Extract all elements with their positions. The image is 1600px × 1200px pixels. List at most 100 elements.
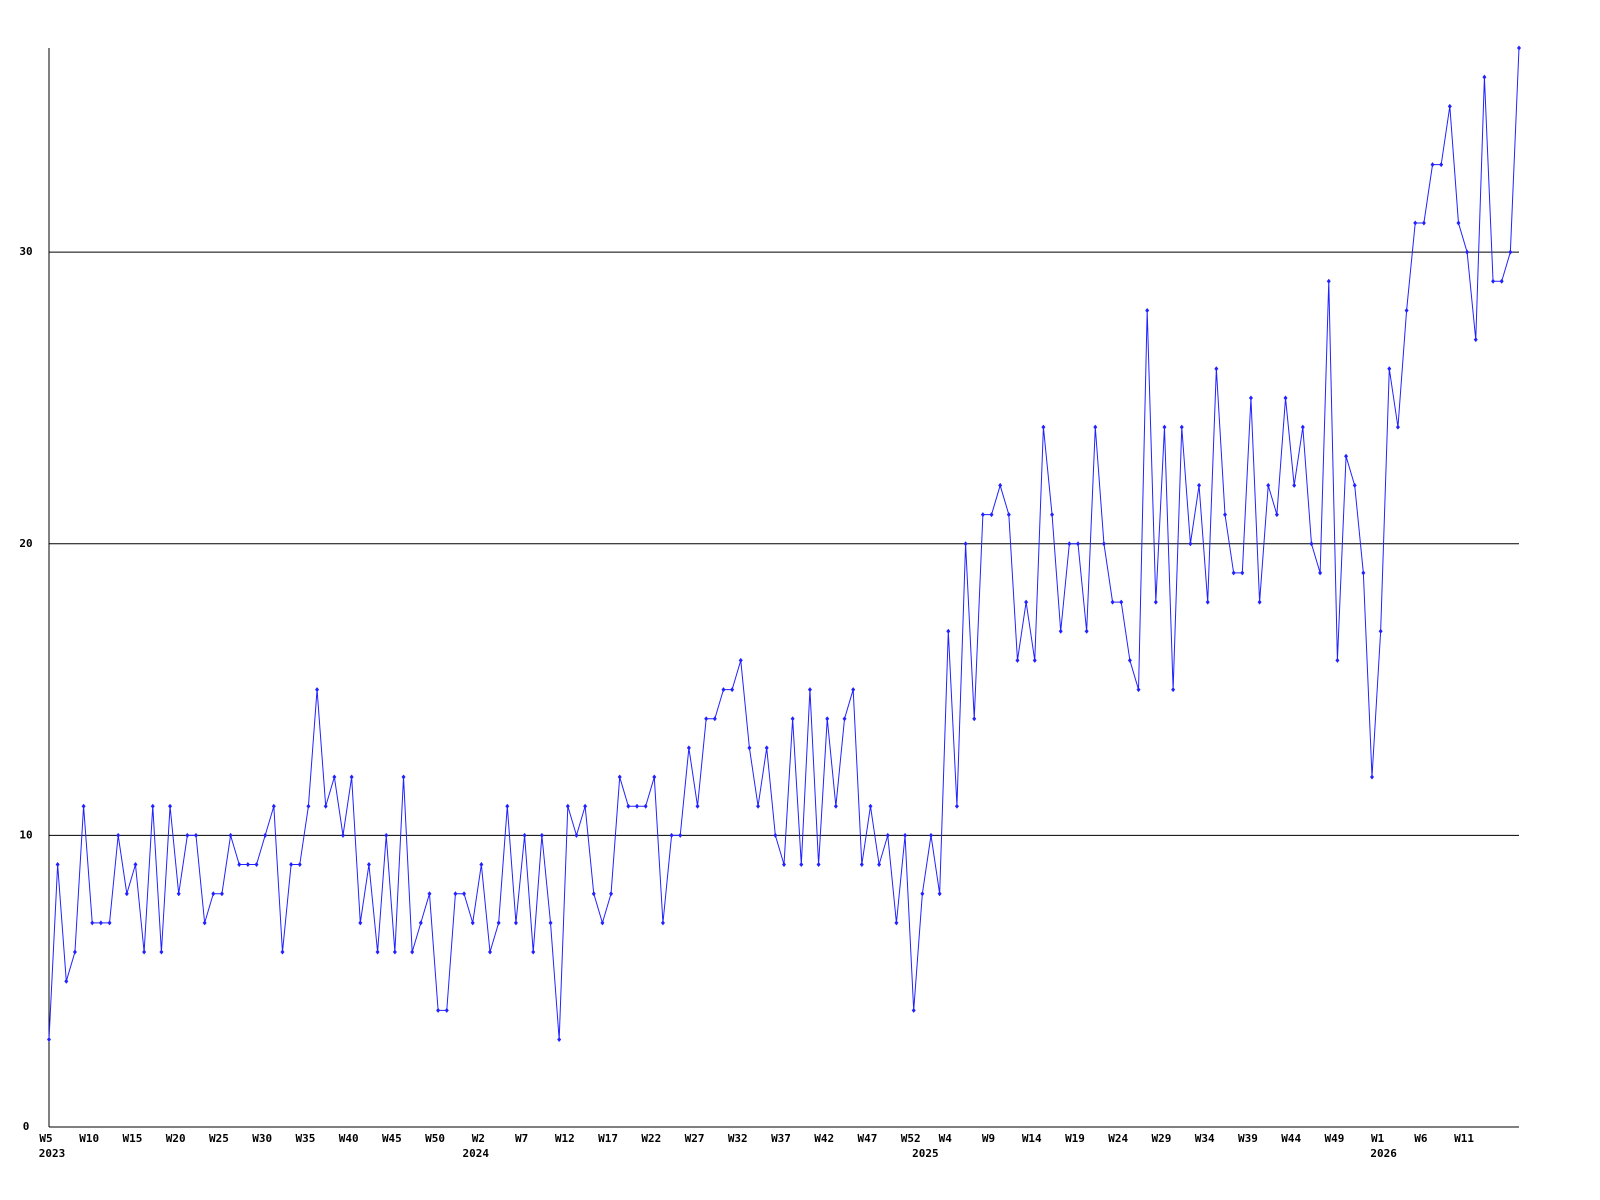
- data-point: [1223, 512, 1227, 518]
- x-tick-label: W1: [1371, 1132, 1385, 1145]
- data-point: [920, 891, 925, 897]
- x-tick-label: W14: [1022, 1132, 1042, 1145]
- data-point: [124, 891, 129, 897]
- data-point: [194, 832, 198, 838]
- data-point: [98, 920, 103, 926]
- data-point: [245, 862, 250, 868]
- x-tick-label: W44: [1281, 1132, 1301, 1145]
- data-point: [1274, 512, 1279, 518]
- data-point: [505, 803, 510, 809]
- data-point: [963, 541, 968, 547]
- x-tick-label: W37: [771, 1132, 791, 1145]
- data-point: [1430, 162, 1435, 168]
- data-point: [263, 832, 268, 838]
- data-point: [851, 687, 856, 693]
- x-tick-label: W9: [982, 1132, 995, 1145]
- data-point: [1344, 453, 1349, 459]
- data-point: [81, 803, 86, 809]
- data-point: [522, 832, 527, 838]
- data-point: [384, 832, 389, 838]
- data-point: [1248, 395, 1253, 401]
- x-tick-label: W5: [39, 1132, 52, 1145]
- x-tick-label: W25: [209, 1132, 229, 1145]
- y-tick-label: 20: [19, 537, 32, 550]
- data-point: [747, 745, 752, 751]
- data-point: [583, 803, 588, 809]
- x-year-label: 2024: [462, 1147, 489, 1160]
- data-point: [782, 862, 786, 868]
- x-tick-label: W15: [123, 1132, 143, 1145]
- data-point: [557, 1037, 562, 1043]
- data-point: [790, 716, 795, 722]
- data-point: [885, 832, 890, 838]
- data-point: [1188, 541, 1193, 547]
- data-point: [496, 920, 501, 926]
- x-tick-label: W34: [1195, 1132, 1215, 1145]
- x-tick-label: W32: [728, 1132, 748, 1145]
- data-point: [410, 949, 415, 955]
- data-point: [150, 803, 155, 809]
- data-point: [142, 949, 147, 955]
- data-point: [730, 687, 735, 693]
- y-tick-label: 10: [19, 828, 32, 841]
- x-tick-label: W19: [1065, 1132, 1085, 1145]
- data-point: [1326, 278, 1331, 284]
- x-tick-label: W47: [858, 1132, 878, 1145]
- data-point: [1395, 424, 1400, 430]
- data-point: [686, 745, 691, 751]
- data-point: [660, 920, 665, 926]
- data-point: [1093, 424, 1098, 430]
- data-point: [1110, 599, 1115, 605]
- data-point: [1370, 774, 1374, 780]
- data-point: [349, 774, 354, 780]
- data-point: [513, 920, 518, 926]
- data-point: [176, 891, 181, 897]
- data-point: [116, 832, 121, 838]
- data-point: [107, 920, 112, 926]
- data-point: [842, 716, 847, 722]
- data-point: [807, 687, 812, 693]
- data-point: [280, 949, 285, 955]
- data-point: [617, 774, 622, 780]
- data-point: [565, 803, 570, 809]
- data-point: [444, 1007, 449, 1013]
- data-point: [315, 687, 320, 693]
- x-tick-label: W4: [939, 1132, 953, 1145]
- data-point: [695, 803, 700, 809]
- x-tick-label: W49: [1324, 1132, 1344, 1145]
- x-tick-label: W7: [515, 1132, 528, 1145]
- data-point: [133, 862, 138, 868]
- y-tick-label: 30: [19, 245, 32, 258]
- data-point: [937, 891, 942, 897]
- data-point: [652, 774, 657, 780]
- data-point: [799, 862, 804, 868]
- data-point: [1058, 628, 1063, 634]
- data-point: [219, 891, 224, 897]
- data-point: [254, 862, 259, 868]
- data-point: [877, 862, 882, 868]
- data-point: [548, 920, 553, 926]
- x-tick-label: W27: [685, 1132, 705, 1145]
- data-point: [635, 803, 639, 809]
- data-point: [1421, 220, 1426, 226]
- x-tick-label: W39: [1238, 1132, 1258, 1145]
- data-point: [1292, 482, 1297, 488]
- data-point: [756, 803, 761, 809]
- data-point: [185, 832, 190, 838]
- data-point: [1473, 337, 1478, 343]
- data-point: [1447, 103, 1452, 109]
- data-point: [600, 920, 605, 926]
- data-point: [1318, 570, 1323, 576]
- data-point: [289, 862, 294, 868]
- data-point: [1162, 424, 1167, 430]
- data-point: [591, 891, 596, 897]
- data-point: [228, 832, 233, 838]
- data-point: [1153, 599, 1158, 605]
- x-tick-label: W42: [814, 1132, 834, 1145]
- data-point: [929, 832, 933, 838]
- data-point: [72, 949, 77, 955]
- data-point: [462, 891, 467, 897]
- data-point: [1032, 657, 1037, 663]
- data-point: [609, 891, 614, 897]
- data-point: [427, 891, 432, 897]
